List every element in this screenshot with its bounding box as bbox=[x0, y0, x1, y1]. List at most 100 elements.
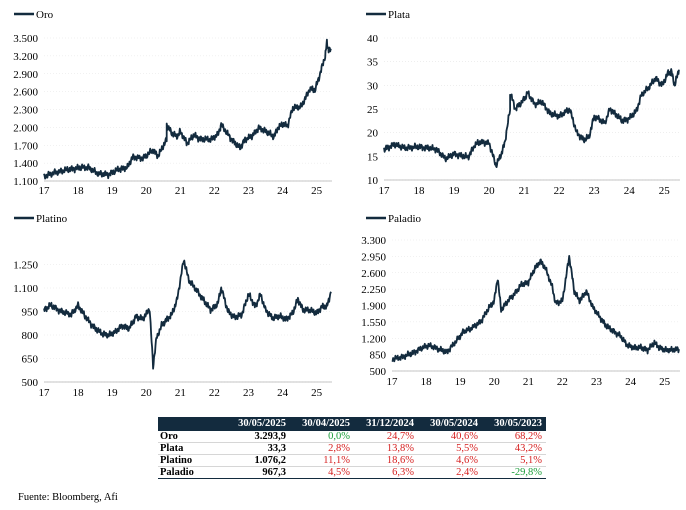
row-change: 40,6% bbox=[418, 431, 482, 443]
chart-panel-plata: 10 15 20 25 30 35 40 17 18 19 20 21 22 23 24 25 Plata bbox=[366, 9, 680, 197]
summary-table: 30/05/2025 30/04/2025 31/12/2024 30/05/2… bbox=[158, 417, 546, 479]
x-tick-label: 25 bbox=[311, 387, 323, 399]
x-tick-label: 20 bbox=[141, 185, 153, 197]
x-tick-label: 22 bbox=[209, 387, 220, 399]
legend-label: Paladio bbox=[388, 213, 421, 225]
x-tick-label: 20 bbox=[484, 185, 496, 197]
y-tick-label: 15 bbox=[367, 151, 379, 163]
legend-label: Oro bbox=[36, 9, 54, 21]
table-row: Platino 1.076,2 11,1% 18,6% 4,6% 5,1% bbox=[158, 454, 546, 467]
y-tick-label: 1.550 bbox=[361, 317, 386, 329]
row-name: Plata bbox=[158, 442, 226, 455]
table-header-empty bbox=[158, 417, 226, 431]
y-tick-label: 2.300 bbox=[13, 105, 38, 117]
x-tick-label: 23 bbox=[243, 185, 255, 197]
row-change: 4,5% bbox=[290, 466, 354, 479]
y-tick-label: 1.700 bbox=[13, 140, 38, 152]
row-change: 11,1% bbox=[290, 454, 354, 467]
y-tick-label: 2.950 bbox=[361, 251, 386, 263]
x-tick-label: 17 bbox=[39, 387, 51, 399]
x-tick-label: 22 bbox=[554, 185, 565, 197]
series-line-plata bbox=[383, 68, 680, 168]
x-tick-label: 25 bbox=[659, 185, 671, 197]
row-change: 68,2% bbox=[482, 431, 546, 443]
table-row: Plata 33,3 2,8% 13,8% 5,5% 43,2% bbox=[158, 442, 546, 455]
x-tick-label: 21 bbox=[175, 387, 186, 399]
series-line-oro bbox=[43, 38, 332, 180]
y-tick-label: 2.250 bbox=[361, 284, 386, 296]
x-tick-label: 24 bbox=[277, 185, 289, 197]
x-tick-label: 22 bbox=[557, 376, 568, 388]
y-tick-label: 2.600 bbox=[13, 87, 38, 99]
x-tick-label: 17 bbox=[39, 185, 51, 197]
y-tick-label: 35 bbox=[367, 57, 379, 69]
y-tick-label: 800 bbox=[22, 330, 39, 342]
y-tick-label: 500 bbox=[370, 366, 387, 378]
y-tick-label: 2.600 bbox=[361, 268, 386, 280]
row-value: 1.076,2 bbox=[226, 454, 290, 467]
x-tick-label: 25 bbox=[311, 185, 323, 197]
y-tick-label: 3.500 bbox=[13, 33, 38, 45]
source-note: Fuente: Bloomberg, Afi bbox=[18, 492, 118, 503]
y-tick-label: 10 bbox=[367, 175, 379, 187]
row-change: 43,2% bbox=[482, 442, 546, 455]
y-tick-label: 500 bbox=[22, 377, 39, 389]
x-tick-label: 23 bbox=[589, 185, 601, 197]
x-tick-label: 20 bbox=[489, 376, 501, 388]
series-line-paladio bbox=[391, 255, 680, 363]
x-tick-label: 21 bbox=[519, 185, 530, 197]
y-tick-label: 1.250 bbox=[13, 260, 38, 272]
x-tick-label: 25 bbox=[659, 376, 671, 388]
table-header-date-current: 30/05/2025 bbox=[226, 417, 290, 431]
y-tick-label: 25 bbox=[367, 104, 379, 116]
row-name: Oro bbox=[158, 431, 226, 443]
y-tick-label: 650 bbox=[22, 354, 39, 366]
x-tick-label: 18 bbox=[73, 185, 85, 197]
y-tick-label: 950 bbox=[22, 307, 39, 319]
table-header-date-4: 30/05/2023 bbox=[482, 417, 546, 431]
table-header-date-2: 31/12/2024 bbox=[354, 417, 418, 431]
chart-panel-platino: 500 650 800 950 1.100 1.250 17 18 19 20 21 22 23 24 25… bbox=[13, 213, 332, 399]
y-tick-label: 1.100 bbox=[13, 283, 38, 295]
x-tick-label: 21 bbox=[175, 185, 186, 197]
y-tick-label: 40 bbox=[367, 33, 379, 45]
x-tick-label: 24 bbox=[277, 387, 289, 399]
table-header-date-3: 30/05/2024 bbox=[418, 417, 482, 431]
row-change: 6,3% bbox=[354, 466, 418, 479]
y-tick-label: 1.900 bbox=[361, 301, 386, 313]
x-tick-label: 19 bbox=[455, 376, 467, 388]
x-tick-label: 17 bbox=[387, 376, 399, 388]
row-name: Paladio bbox=[158, 466, 226, 479]
x-tick-label: 21 bbox=[523, 376, 534, 388]
row-change: 2,8% bbox=[290, 442, 354, 455]
x-tick-label: 20 bbox=[141, 387, 153, 399]
x-tick-label: 18 bbox=[414, 185, 426, 197]
x-tick-label: 22 bbox=[209, 185, 220, 197]
y-tick-label: 30 bbox=[367, 80, 379, 92]
table-row: Oro 3.293,9 0,0% 24,7% 40,6% 68,2% bbox=[158, 431, 546, 443]
row-change: 13,8% bbox=[354, 442, 418, 455]
y-tick-label: 20 bbox=[367, 128, 379, 140]
legend-label: Plata bbox=[388, 9, 410, 21]
x-tick-label: 19 bbox=[107, 387, 119, 399]
y-tick-label: 1.400 bbox=[13, 158, 38, 170]
series-line-platino bbox=[43, 259, 332, 370]
row-value: 967,3 bbox=[226, 466, 290, 479]
y-tick-label: 1.200 bbox=[361, 333, 386, 345]
x-tick-label: 23 bbox=[243, 387, 255, 399]
chart-panel-paladio: 500 850 1.200 1.550 1.900 2.250 2.600 2.950 3.30… bbox=[361, 213, 680, 388]
row-change: 2,4% bbox=[418, 466, 482, 479]
table-row: Paladio 967,3 4,5% 6,3% 2,4% -29,8% bbox=[158, 466, 546, 479]
row-change: 0,0% bbox=[290, 431, 354, 443]
y-tick-label: 3.300 bbox=[361, 235, 386, 247]
row-value: 3.293,9 bbox=[226, 431, 290, 443]
y-tick-label: 2.900 bbox=[13, 69, 38, 81]
x-tick-label: 23 bbox=[591, 376, 603, 388]
chart-panel-oro: 1.100 1.400 1.700 2.000 2.300 2.600 2.900 3.200… bbox=[13, 9, 332, 197]
row-change: -29,8% bbox=[482, 466, 546, 479]
x-tick-label: 17 bbox=[379, 185, 391, 197]
x-tick-label: 24 bbox=[624, 185, 636, 197]
x-tick-label: 24 bbox=[625, 376, 637, 388]
row-name: Platino bbox=[158, 454, 226, 467]
x-tick-label: 19 bbox=[449, 185, 461, 197]
